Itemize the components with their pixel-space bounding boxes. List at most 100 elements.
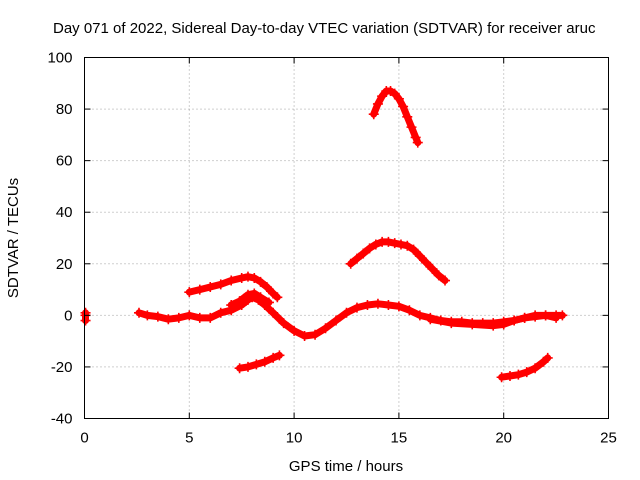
series-isolated-left	[80, 307, 91, 326]
data-point	[320, 323, 331, 334]
data-point	[268, 307, 279, 318]
data-point	[389, 88, 400, 99]
data-point	[255, 276, 266, 287]
series-arc-top	[368, 86, 423, 148]
data-point	[234, 296, 245, 307]
data-point	[414, 251, 425, 262]
data-point	[402, 240, 413, 251]
data-point	[278, 318, 289, 329]
data-point	[513, 369, 524, 380]
x-tick-label: 15	[391, 430, 408, 447]
data-point	[261, 281, 272, 292]
data-point	[372, 298, 383, 309]
data-point	[255, 292, 266, 303]
data-point	[398, 101, 409, 112]
y-tick-label: 0	[64, 307, 72, 324]
data-point	[249, 288, 260, 299]
series-main-track-upper	[226, 288, 274, 311]
data-point	[364, 243, 375, 254]
data-point	[496, 372, 507, 383]
grid-layer	[84, 57, 609, 419]
data-point	[345, 258, 356, 269]
series-arc-low-right	[496, 352, 553, 383]
series-arc-upper	[345, 236, 451, 286]
data-point	[410, 132, 421, 143]
data-point	[299, 330, 310, 341]
data-point	[414, 310, 425, 321]
data-point	[393, 301, 404, 312]
data-point	[358, 248, 369, 259]
data-point	[249, 272, 260, 283]
data-layer	[80, 86, 568, 383]
data-point	[421, 257, 432, 268]
y-tick-label: 40	[56, 204, 73, 221]
data-point	[234, 363, 245, 374]
y-tick-label: -40	[51, 411, 73, 428]
data-point	[446, 318, 457, 329]
data-point	[406, 122, 417, 133]
data-point	[395, 239, 406, 250]
data-point	[268, 352, 279, 363]
series-arc-mid	[184, 271, 283, 303]
series-line	[498, 354, 552, 381]
data-point	[194, 284, 205, 295]
data-point	[404, 305, 415, 316]
data-point	[427, 263, 438, 274]
data-point	[498, 319, 509, 330]
data-point	[272, 292, 283, 303]
tick-layer: 0 5 10 15 20 25 -40 -20 0 20 40 60 80 100	[47, 50, 616, 447]
data-point	[408, 244, 419, 255]
x-tick-label: 5	[185, 430, 193, 447]
data-point	[205, 281, 216, 292]
data-point	[368, 109, 379, 120]
data-point	[402, 111, 413, 122]
data-point	[205, 312, 216, 323]
y-axis-label: SDTVAR / TECUs	[5, 178, 22, 298]
data-point	[251, 359, 262, 370]
y-tick-label: 20	[56, 256, 73, 273]
data-point	[289, 325, 300, 336]
data-point	[80, 307, 91, 318]
data-point	[467, 319, 478, 330]
data-point	[226, 300, 237, 311]
data-point	[393, 93, 404, 104]
series-main-track-lower	[425, 310, 562, 331]
data-point	[433, 270, 444, 281]
data-point	[425, 314, 436, 325]
data-point	[370, 239, 381, 250]
data-point	[194, 312, 205, 323]
data-point	[215, 307, 226, 318]
data-point	[152, 311, 163, 322]
series-line	[135, 293, 566, 340]
data-point	[504, 370, 515, 381]
data-point	[362, 300, 373, 311]
data-point	[341, 307, 352, 318]
data-point	[521, 367, 532, 378]
data-point	[540, 310, 551, 321]
data-point	[383, 300, 394, 311]
data-point	[557, 310, 568, 321]
data-point	[530, 310, 541, 321]
data-point	[412, 137, 423, 148]
x-tick-label: 20	[495, 430, 512, 447]
data-point	[331, 315, 342, 326]
data-point	[372, 98, 383, 109]
series-line	[426, 311, 560, 330]
data-point	[242, 289, 253, 300]
y-tick-label: 80	[56, 101, 73, 118]
data-point	[215, 279, 226, 290]
data-point	[440, 275, 451, 286]
data-point	[389, 238, 400, 249]
data-point	[542, 352, 553, 363]
chart-title: Day 071 of 2022, Sidereal Day-to-day VTE…	[53, 20, 596, 37]
y-tick-label: -20	[51, 359, 73, 376]
data-point	[351, 253, 362, 264]
x-axis-label: GPS time / hours	[289, 458, 403, 475]
data-point	[226, 275, 237, 286]
data-point	[242, 271, 253, 282]
data-point	[236, 272, 247, 283]
y-tick-label: 100	[47, 50, 72, 67]
x-tick-label: 25	[600, 430, 617, 447]
series-main-track	[133, 292, 568, 341]
